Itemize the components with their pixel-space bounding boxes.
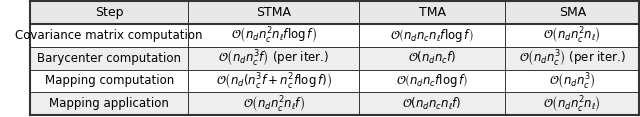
Text: Covariance matrix computation: Covariance matrix computation (15, 29, 203, 42)
Bar (188, 92, 359, 115)
Bar (359, 92, 505, 115)
Bar (505, 24, 639, 47)
Text: $\mathcal{O}\left(n_d n_c^2 n_\ell\right)$: $\mathcal{O}\left(n_d n_c^2 n_\ell\right… (543, 25, 601, 45)
Text: $\mathcal{O}\left(n_d n_c^2 n_\ell f\right)$: $\mathcal{O}\left(n_d n_c^2 n_\ell f\rig… (243, 94, 305, 114)
Text: $\mathcal{O}\left(n_d n_c^3\right)$: $\mathcal{O}\left(n_d n_c^3\right)$ (549, 71, 596, 91)
Bar (188, 69, 359, 92)
Bar (359, 69, 505, 92)
Bar (359, 47, 505, 69)
Text: $\mathcal{O}\left(n_d n_c^2 n_\ell\right)$: $\mathcal{O}\left(n_d n_c^2 n_\ell\right… (543, 94, 601, 114)
Bar (505, 1, 639, 24)
Text: $\mathcal{O}\left(n_d(n_c^3 f + n_c^2 f \log f)\right)$: $\mathcal{O}\left(n_d(n_c^3 f + n_c^2 f … (216, 71, 332, 91)
Text: STMA: STMA (256, 6, 291, 19)
Text: TMA: TMA (419, 6, 445, 19)
Bar (505, 47, 639, 69)
Bar (188, 24, 359, 47)
Text: $\mathcal{O}\left(n_d n_c^2 n_\ell f \log f\right)$: $\mathcal{O}\left(n_d n_c^2 n_\ell f \lo… (231, 25, 317, 45)
Bar (359, 1, 505, 24)
Bar (188, 47, 359, 69)
Bar (30, 92, 188, 115)
Text: Barycenter computation: Barycenter computation (37, 52, 181, 65)
Text: Step: Step (95, 6, 124, 19)
Bar (30, 24, 188, 47)
Bar (505, 69, 639, 92)
Text: $\mathcal{O}\left(n_d n_c f \log f\right)$: $\mathcal{O}\left(n_d n_c f \log f\right… (396, 73, 468, 90)
Bar (188, 1, 359, 24)
Text: $\mathcal{O}\left(n_d n_c n_\ell f\right)$: $\mathcal{O}\left(n_d n_c n_\ell f\right… (403, 96, 462, 112)
Bar (505, 92, 639, 115)
Text: Mapping computation: Mapping computation (45, 75, 174, 88)
Bar (359, 24, 505, 47)
Bar (30, 47, 188, 69)
Text: Mapping application: Mapping application (49, 97, 169, 110)
Text: $\mathcal{O}\left(n_d n_c f\right)$: $\mathcal{O}\left(n_d n_c f\right)$ (408, 50, 456, 66)
Text: SMA: SMA (559, 6, 586, 19)
Text: $\mathcal{O}\left(n_d n_c^3 f\right)$ (per iter.): $\mathcal{O}\left(n_d n_c^3 f\right)$ (p… (218, 48, 329, 68)
Bar (30, 1, 188, 24)
Bar (30, 69, 188, 92)
Text: $\mathcal{O}\left(n_d n_c n_\ell f \log f\right)$: $\mathcal{O}\left(n_d n_c n_\ell f \log … (390, 27, 474, 44)
Text: $\mathcal{O}\left(n_d n_c^3\right)$ (per iter.): $\mathcal{O}\left(n_d n_c^3\right)$ (per… (519, 48, 626, 68)
